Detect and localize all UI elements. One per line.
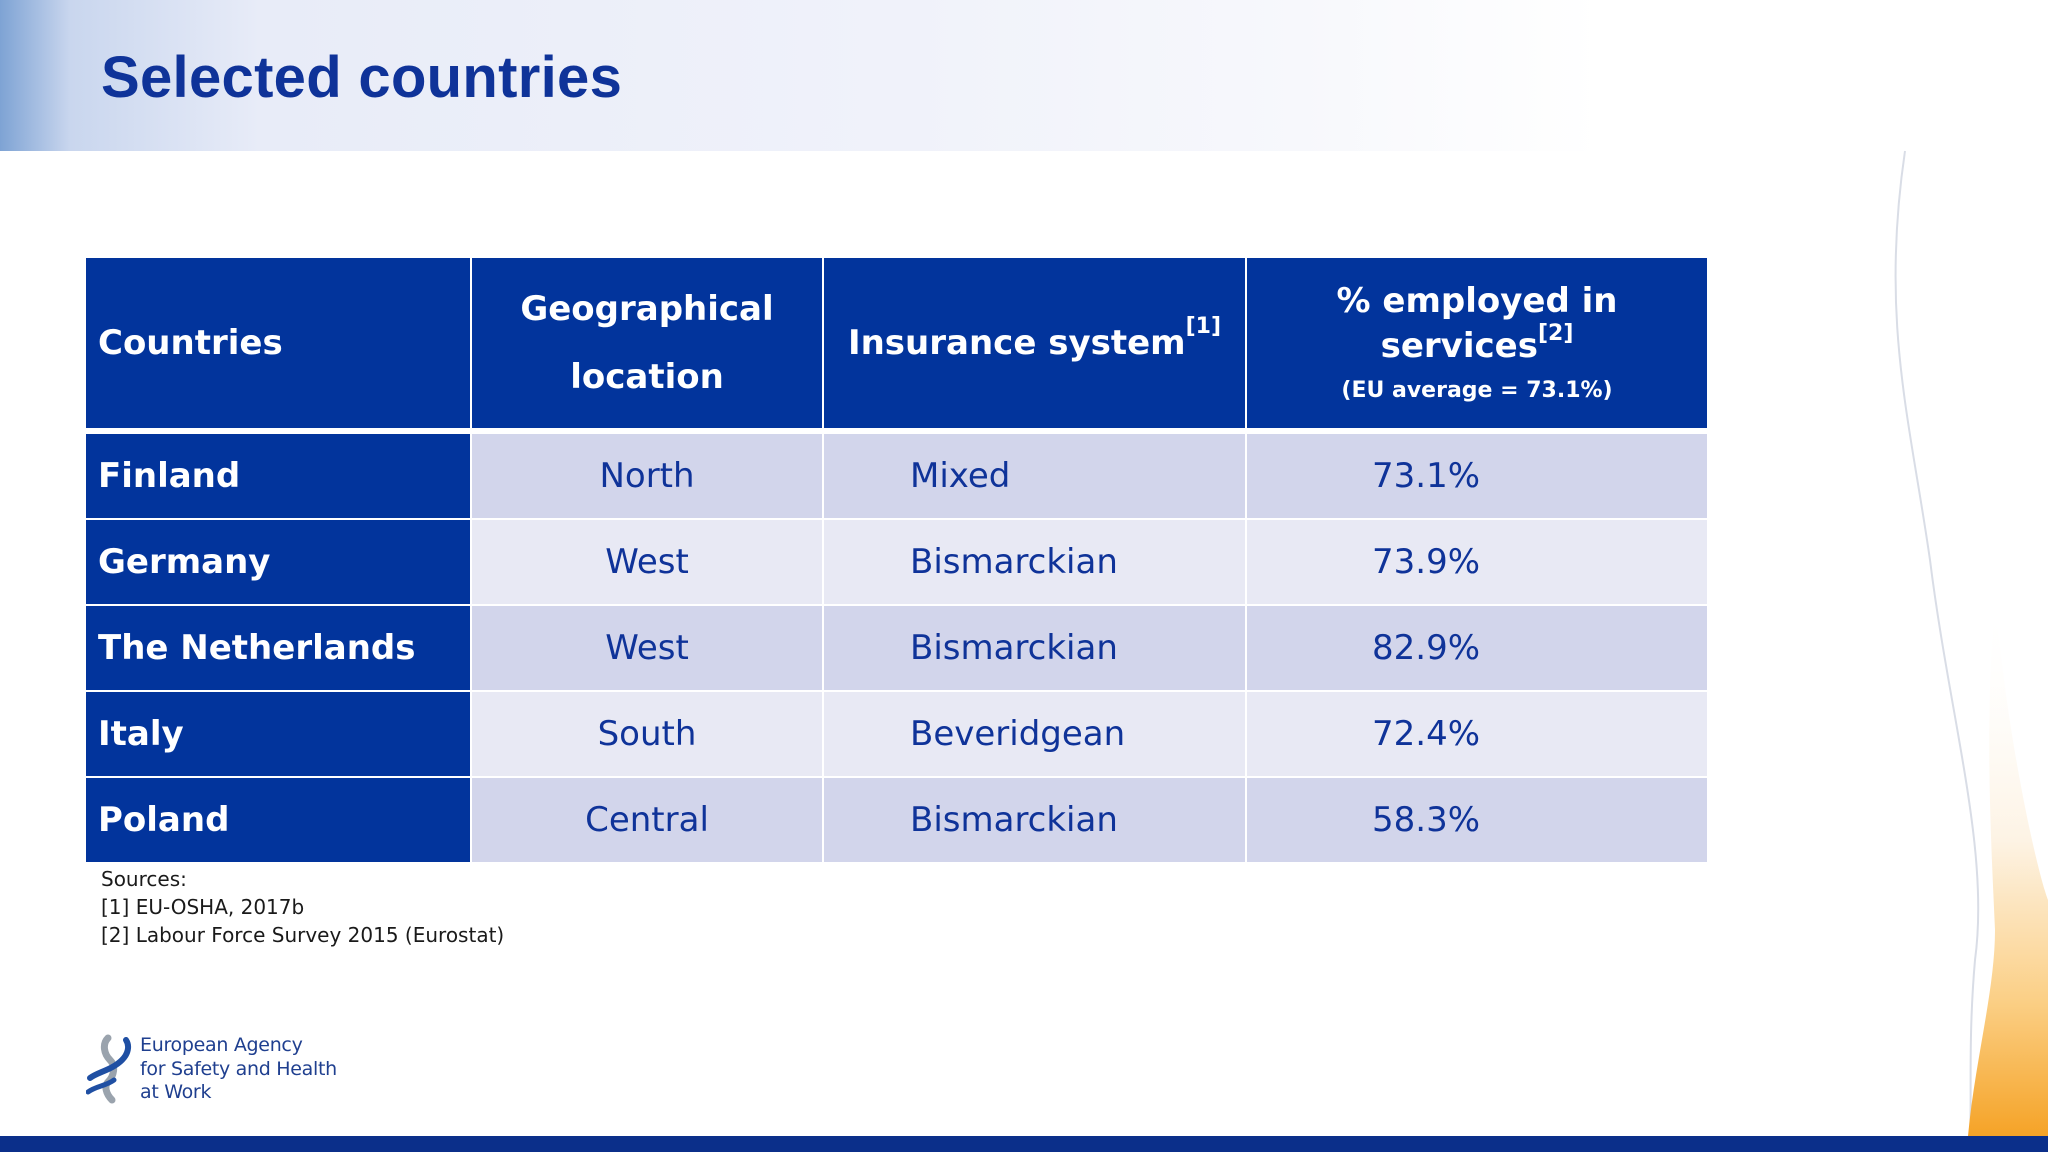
header-insurance-footnote-ref: [1]: [1185, 313, 1222, 339]
cell-insurance: Beveridgean: [824, 692, 1247, 778]
cell-location: Central: [472, 778, 824, 864]
cell-country: Finland: [86, 434, 472, 520]
source-item: [1] EU-OSHA, 2017b: [101, 895, 305, 919]
table-row: Germany West Bismarckian 73.9%: [86, 520, 1707, 606]
eu-osha-logo: European Agency for Safety and Health at…: [86, 1034, 337, 1105]
cell-country: Italy: [86, 692, 472, 778]
header-band: [0, 0, 1600, 151]
cell-country: The Netherlands: [86, 606, 472, 692]
cell-services-pct: 72.4%: [1247, 692, 1707, 778]
table-header-row: Countries Geographical location Insuranc…: [86, 258, 1707, 434]
table-row: Italy South Beveridgean 72.4%: [86, 692, 1707, 778]
header-insurance-system: Insurance system[1]: [824, 258, 1247, 434]
eu-osha-logo-icon: [86, 1034, 132, 1104]
eu-osha-logo-text: European Agency for Safety and Health at…: [140, 1034, 337, 1105]
cell-services-pct: 58.3%: [1247, 778, 1707, 864]
sources-note: Sources: [1] EU-OSHA, 2017b [2] Labour F…: [101, 865, 504, 949]
cell-country: Germany: [86, 520, 472, 606]
countries-table: Countries Geographical location Insuranc…: [86, 258, 1707, 864]
page-title: Selected countries: [101, 45, 623, 110]
cell-insurance: Mixed: [824, 434, 1247, 520]
table-row: Finland North Mixed 73.1%: [86, 434, 1707, 520]
header-countries: Countries: [86, 258, 472, 434]
logo-line: European Agency: [140, 1034, 303, 1056]
cell-insurance: Bismarckian: [824, 778, 1247, 864]
cell-services-pct: 82.9%: [1247, 606, 1707, 692]
header-services-footnote-ref: [2]: [1537, 320, 1574, 346]
header-services-label: % employed in services: [1336, 281, 1618, 366]
header-services-eu-average: (EU average = 73.1%): [1341, 377, 1613, 403]
footer-bar: [0, 1136, 2048, 1152]
cell-services-pct: 73.9%: [1247, 520, 1707, 606]
cell-location: South: [472, 692, 824, 778]
logo-line: at Work: [140, 1081, 212, 1103]
table-row: The Netherlands West Bismarckian 82.9%: [86, 606, 1707, 692]
sources-heading: Sources:: [101, 867, 187, 891]
cell-insurance: Bismarckian: [824, 606, 1247, 692]
cell-country: Poland: [86, 778, 472, 864]
header-geographical-location: Geographical location: [472, 258, 824, 434]
header-location-line1: Geographical: [520, 288, 774, 329]
header-insurance-label: Insurance system: [847, 322, 1186, 363]
logo-line: for Safety and Health: [140, 1057, 337, 1080]
header-services-main: % employed in services[2]: [1247, 279, 1707, 367]
header-location-line2: location: [570, 357, 724, 397]
cell-location: West: [472, 520, 824, 606]
header-employed-in-services: % employed in services[2] (EU average = …: [1247, 258, 1707, 434]
cell-insurance: Bismarckian: [824, 520, 1247, 606]
cell-services-pct: 73.1%: [1247, 434, 1707, 520]
cell-location: North: [472, 434, 824, 520]
source-item: [2] Labour Force Survey 2015 (Eurostat): [101, 923, 505, 947]
table-row: Poland Central Bismarckian 58.3%: [86, 778, 1707, 864]
cell-location: West: [472, 606, 824, 692]
